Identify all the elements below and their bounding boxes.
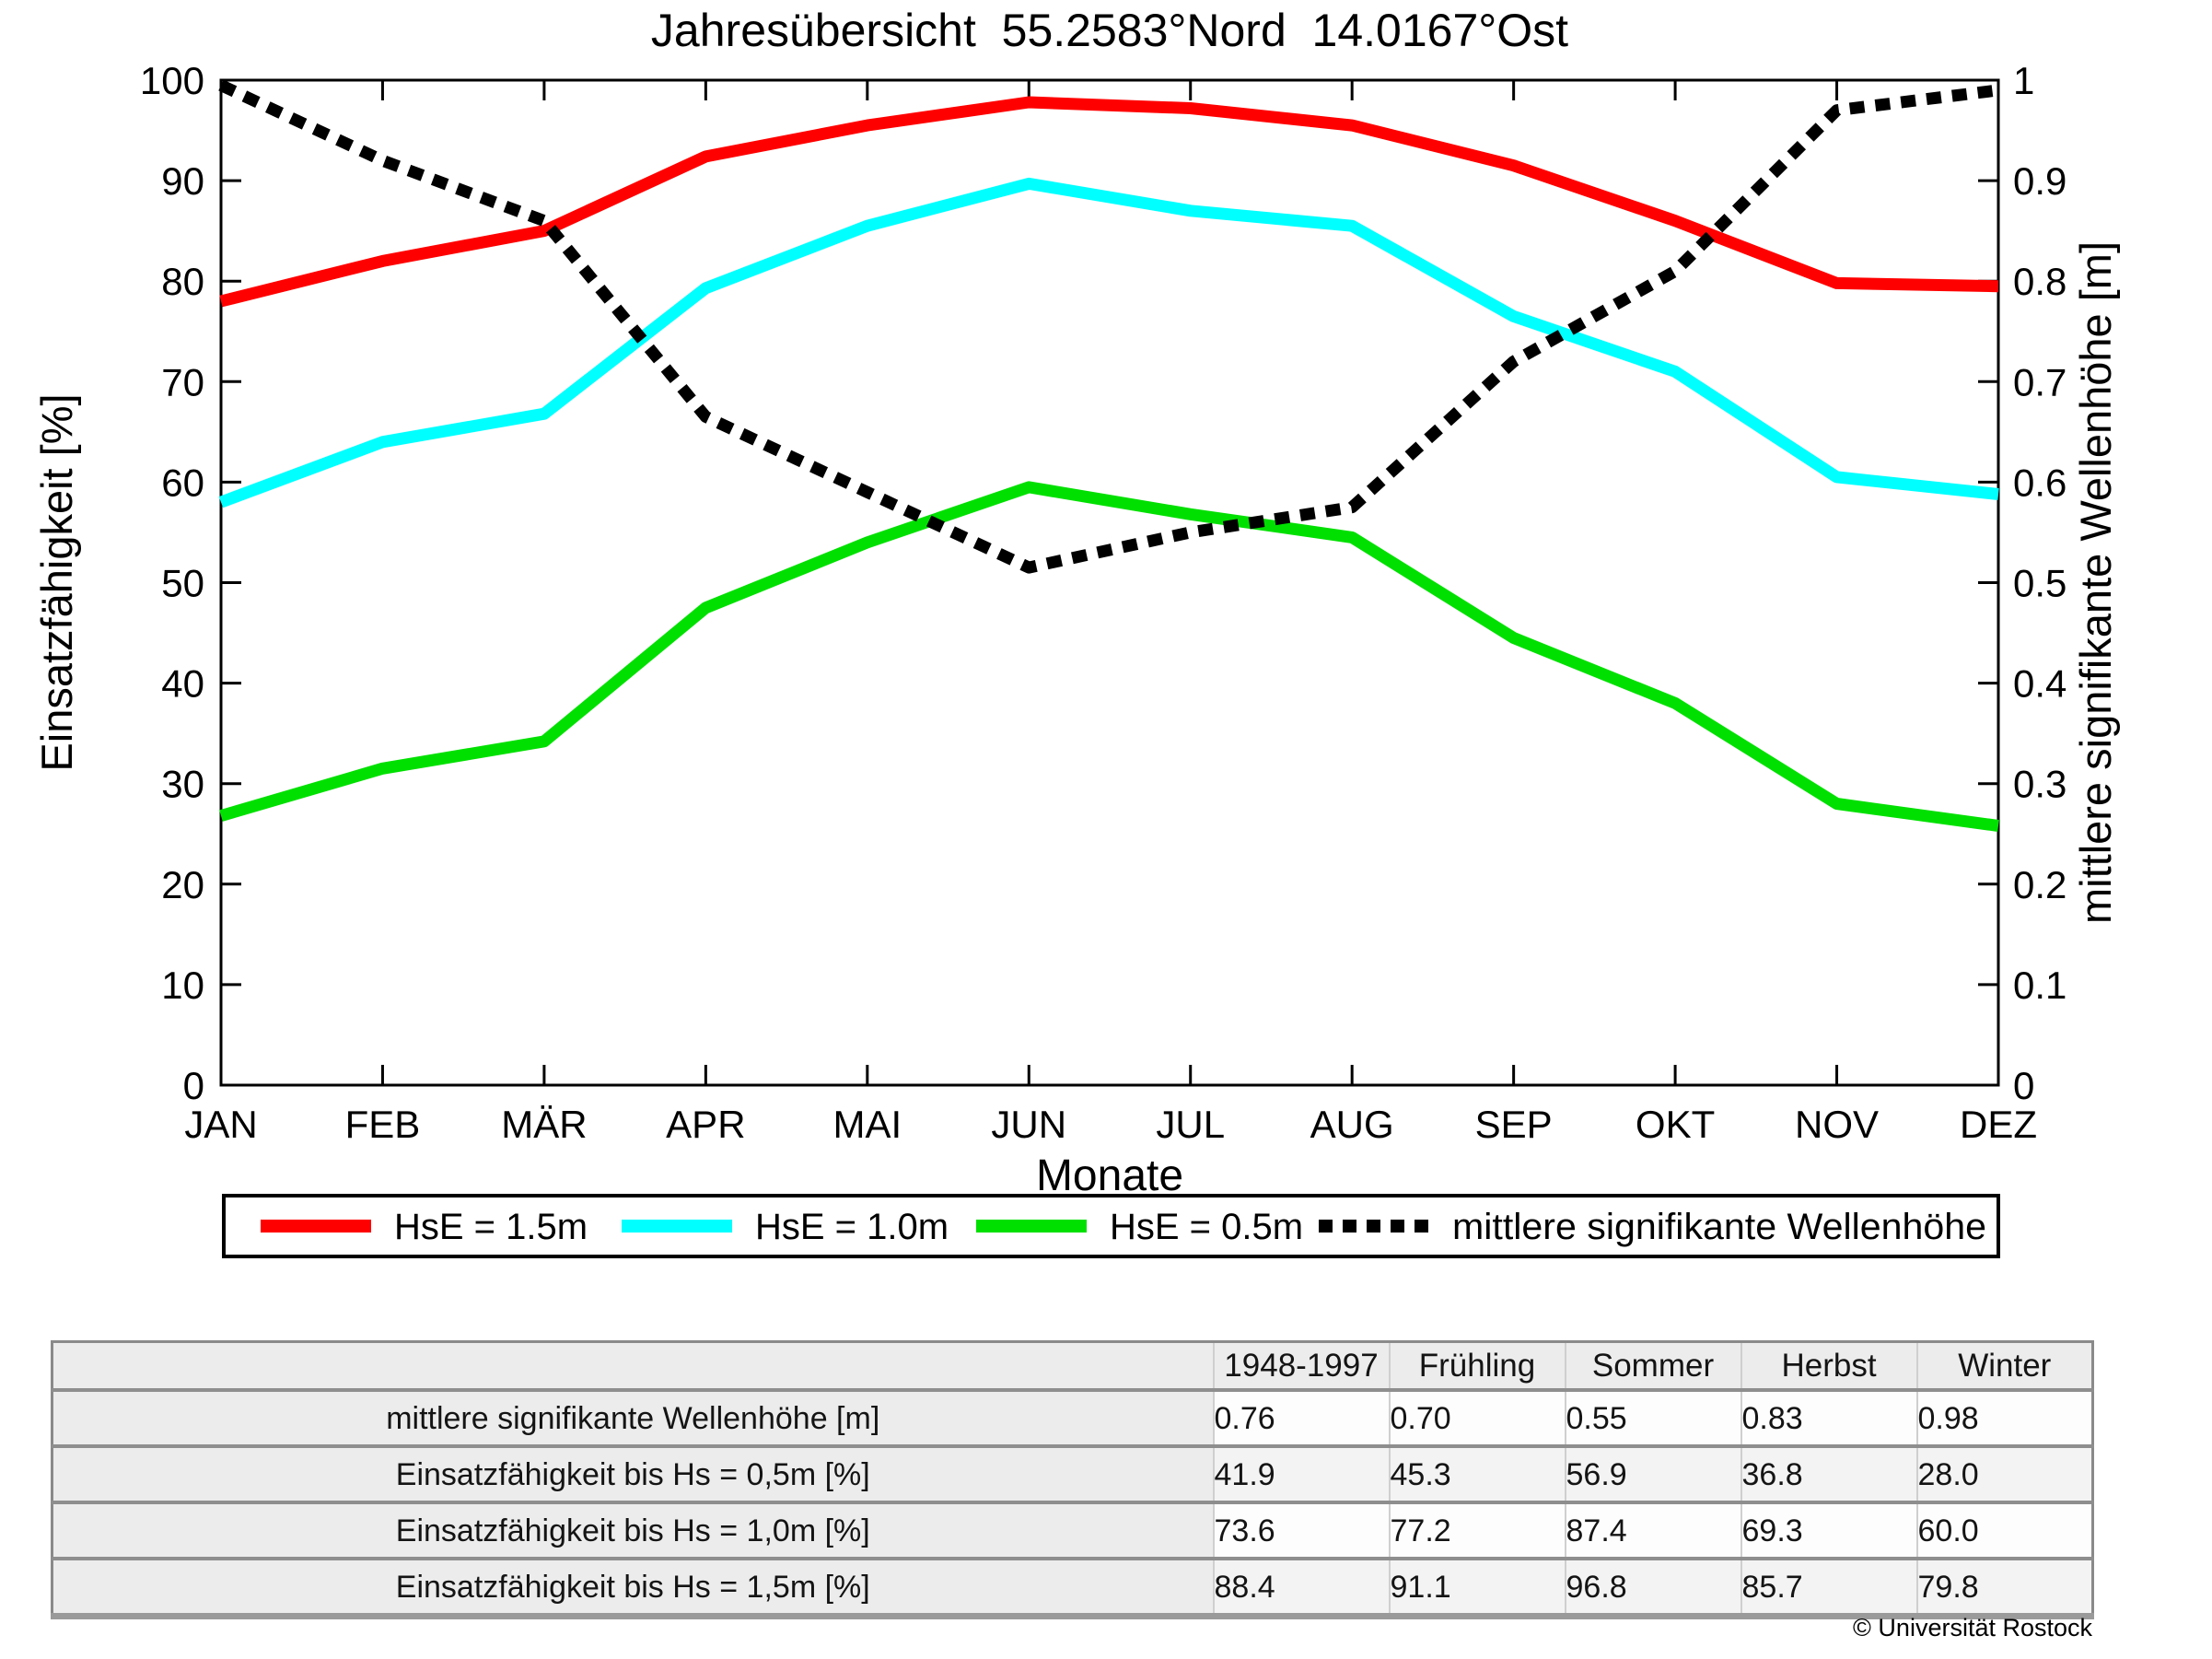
left-tick-label: 70 xyxy=(161,360,204,403)
table-cell: 88.4 xyxy=(1213,1559,1391,1617)
legend-box xyxy=(222,1194,2000,1258)
row-label: Einsatzfähigkeit bis Hs = 0,5m [%] xyxy=(52,1446,1215,1504)
table-cell: 28.0 xyxy=(1916,1446,2093,1504)
series-line-0 xyxy=(219,96,1999,308)
x-tick-label: OKT xyxy=(1636,1103,1715,1146)
col-header-herbst: Herbst xyxy=(1740,1341,1918,1392)
x-tick-label: MAI xyxy=(832,1103,902,1146)
legend-label-2: HsE = 0.5m xyxy=(1110,1207,1303,1247)
table-cell: 69.3 xyxy=(1740,1502,1918,1560)
table-cell: 87.4 xyxy=(1565,1502,1742,1560)
table-cell: 45.3 xyxy=(1389,1446,1566,1504)
legend-label-3: mittlere signifikante Wellenhöhe xyxy=(1452,1207,1986,1247)
x-tick-label: AUG xyxy=(1310,1103,1394,1146)
right-tick-label: 0.9 xyxy=(2013,159,2066,203)
legend-label-1: HsE = 1.0m xyxy=(755,1207,949,1247)
col-header-1948-1997: 1948-1997 xyxy=(1213,1341,1391,1392)
table-row: Einsatzfähigkeit bis Hs = 1,5m [%] 88.4 … xyxy=(52,1559,2093,1617)
series-line-1 xyxy=(218,177,1999,508)
col-header-winter: Winter xyxy=(1916,1341,2093,1392)
x-tick-label: JUL xyxy=(1156,1103,1225,1146)
x-tick-label: JAN xyxy=(184,1103,257,1146)
right-tick-label: 0.6 xyxy=(2013,461,2066,504)
right-tick-label: 0.2 xyxy=(2013,863,2066,906)
left-tick-label: 0 xyxy=(183,1064,204,1107)
row-label: Einsatzfähigkeit bis Hs = 1,5m [%] xyxy=(52,1559,1215,1617)
wave-height-operability-chart: Jahresübersicht 55.2583°Nord 14.0167°Ost… xyxy=(32,5,2120,1258)
right-tick-label: 0.7 xyxy=(2013,360,2066,403)
copyright-notice: © Universität Rostock xyxy=(1853,1614,2092,1641)
col-header-fruehling: Frühling xyxy=(1389,1341,1566,1392)
right-tick-label: 0.5 xyxy=(2013,562,2066,605)
table-cell: 56.9 xyxy=(1565,1446,1742,1504)
right-tick-label: 0.3 xyxy=(2013,763,2066,806)
table-cell: 73.6 xyxy=(1213,1502,1391,1560)
table-cell: 77.2 xyxy=(1389,1502,1566,1560)
left-tick-label: 90 xyxy=(161,159,204,203)
table-corner-cell xyxy=(52,1341,1215,1392)
x-tick-label: MÄR xyxy=(501,1103,587,1146)
left-tick-label: 10 xyxy=(161,964,204,1007)
table-header-row: 1948-1997 Frühling Sommer Herbst Winter xyxy=(52,1341,2093,1392)
series-line-2 xyxy=(219,481,1999,832)
x-tick-label: FEB xyxy=(345,1103,421,1146)
table-cell: 96.8 xyxy=(1565,1559,1742,1617)
table-row: Einsatzfähigkeit bis Hs = 0,5m [%] 41.9 … xyxy=(52,1446,2093,1504)
table-cell: 0.76 xyxy=(1213,1390,1391,1448)
table-cell: 36.8 xyxy=(1740,1446,1918,1504)
x-tick-label: DEZ xyxy=(1960,1103,2037,1146)
table-row: Einsatzfähigkeit bis Hs = 1,0m [%] 73.6 … xyxy=(52,1502,2093,1560)
table-cell: 0.55 xyxy=(1565,1390,1742,1448)
right-tick-label: 0.8 xyxy=(2013,260,2066,303)
table-cell: 85.7 xyxy=(1740,1559,1918,1617)
chart-title: Jahresübersicht 55.2583°Nord 14.0167°Ost xyxy=(651,5,1568,56)
plot-frame xyxy=(219,78,2000,1087)
row-label: Einsatzfähigkeit bis Hs = 1,0m [%] xyxy=(52,1502,1215,1560)
left-tick-label: 80 xyxy=(161,260,204,303)
col-header-sommer: Sommer xyxy=(1565,1341,1742,1392)
x-tick-label: APR xyxy=(666,1103,745,1146)
right-tick-label: 0.4 xyxy=(2013,662,2066,706)
table-cell: 0.83 xyxy=(1740,1390,1918,1448)
table-cell: 91.1 xyxy=(1389,1559,1566,1617)
row-label: mittlere signifikante Wellenhöhe [m] xyxy=(52,1390,1215,1448)
table-cell: 41.9 xyxy=(1213,1446,1391,1504)
table-cell: 0.98 xyxy=(1916,1390,2093,1448)
left-tick-label: 100 xyxy=(140,59,204,102)
left-tick-label: 50 xyxy=(161,562,204,605)
right-tick-label: 0.1 xyxy=(2013,964,2066,1007)
series-line-3 xyxy=(218,79,1999,574)
left-tick-label: 40 xyxy=(161,662,204,706)
x-axis-title: Monate xyxy=(1036,1151,1183,1200)
table-row: mittlere signifikante Wellenhöhe [m] 0.7… xyxy=(52,1390,2093,1448)
legend-label-0: HsE = 1.5m xyxy=(394,1207,588,1247)
x-tick-label: NOV xyxy=(1795,1103,1879,1146)
right-tick-label: 0 xyxy=(2013,1064,2034,1107)
left-tick-label: 20 xyxy=(161,863,204,906)
right-tick-label: 1 xyxy=(2013,59,2034,102)
table-cell: 60.0 xyxy=(1916,1502,2093,1560)
table-cell: 0.70 xyxy=(1389,1390,1566,1448)
left-tick-label: 60 xyxy=(161,461,204,504)
x-tick-label: SEP xyxy=(1475,1103,1553,1146)
seasonal-summary-table: 1948-1997 Frühling Sommer Herbst Winter … xyxy=(51,1340,2094,1619)
left-axis-title: Einsatzfähigkeit [%] xyxy=(32,393,81,771)
x-tick-label: JUN xyxy=(991,1103,1066,1146)
right-axis-title: mittlere signifikante Wellenhöhe [m] xyxy=(2071,241,2120,924)
table-cell: 79.8 xyxy=(1916,1559,2093,1617)
left-tick-label: 30 xyxy=(161,763,204,806)
